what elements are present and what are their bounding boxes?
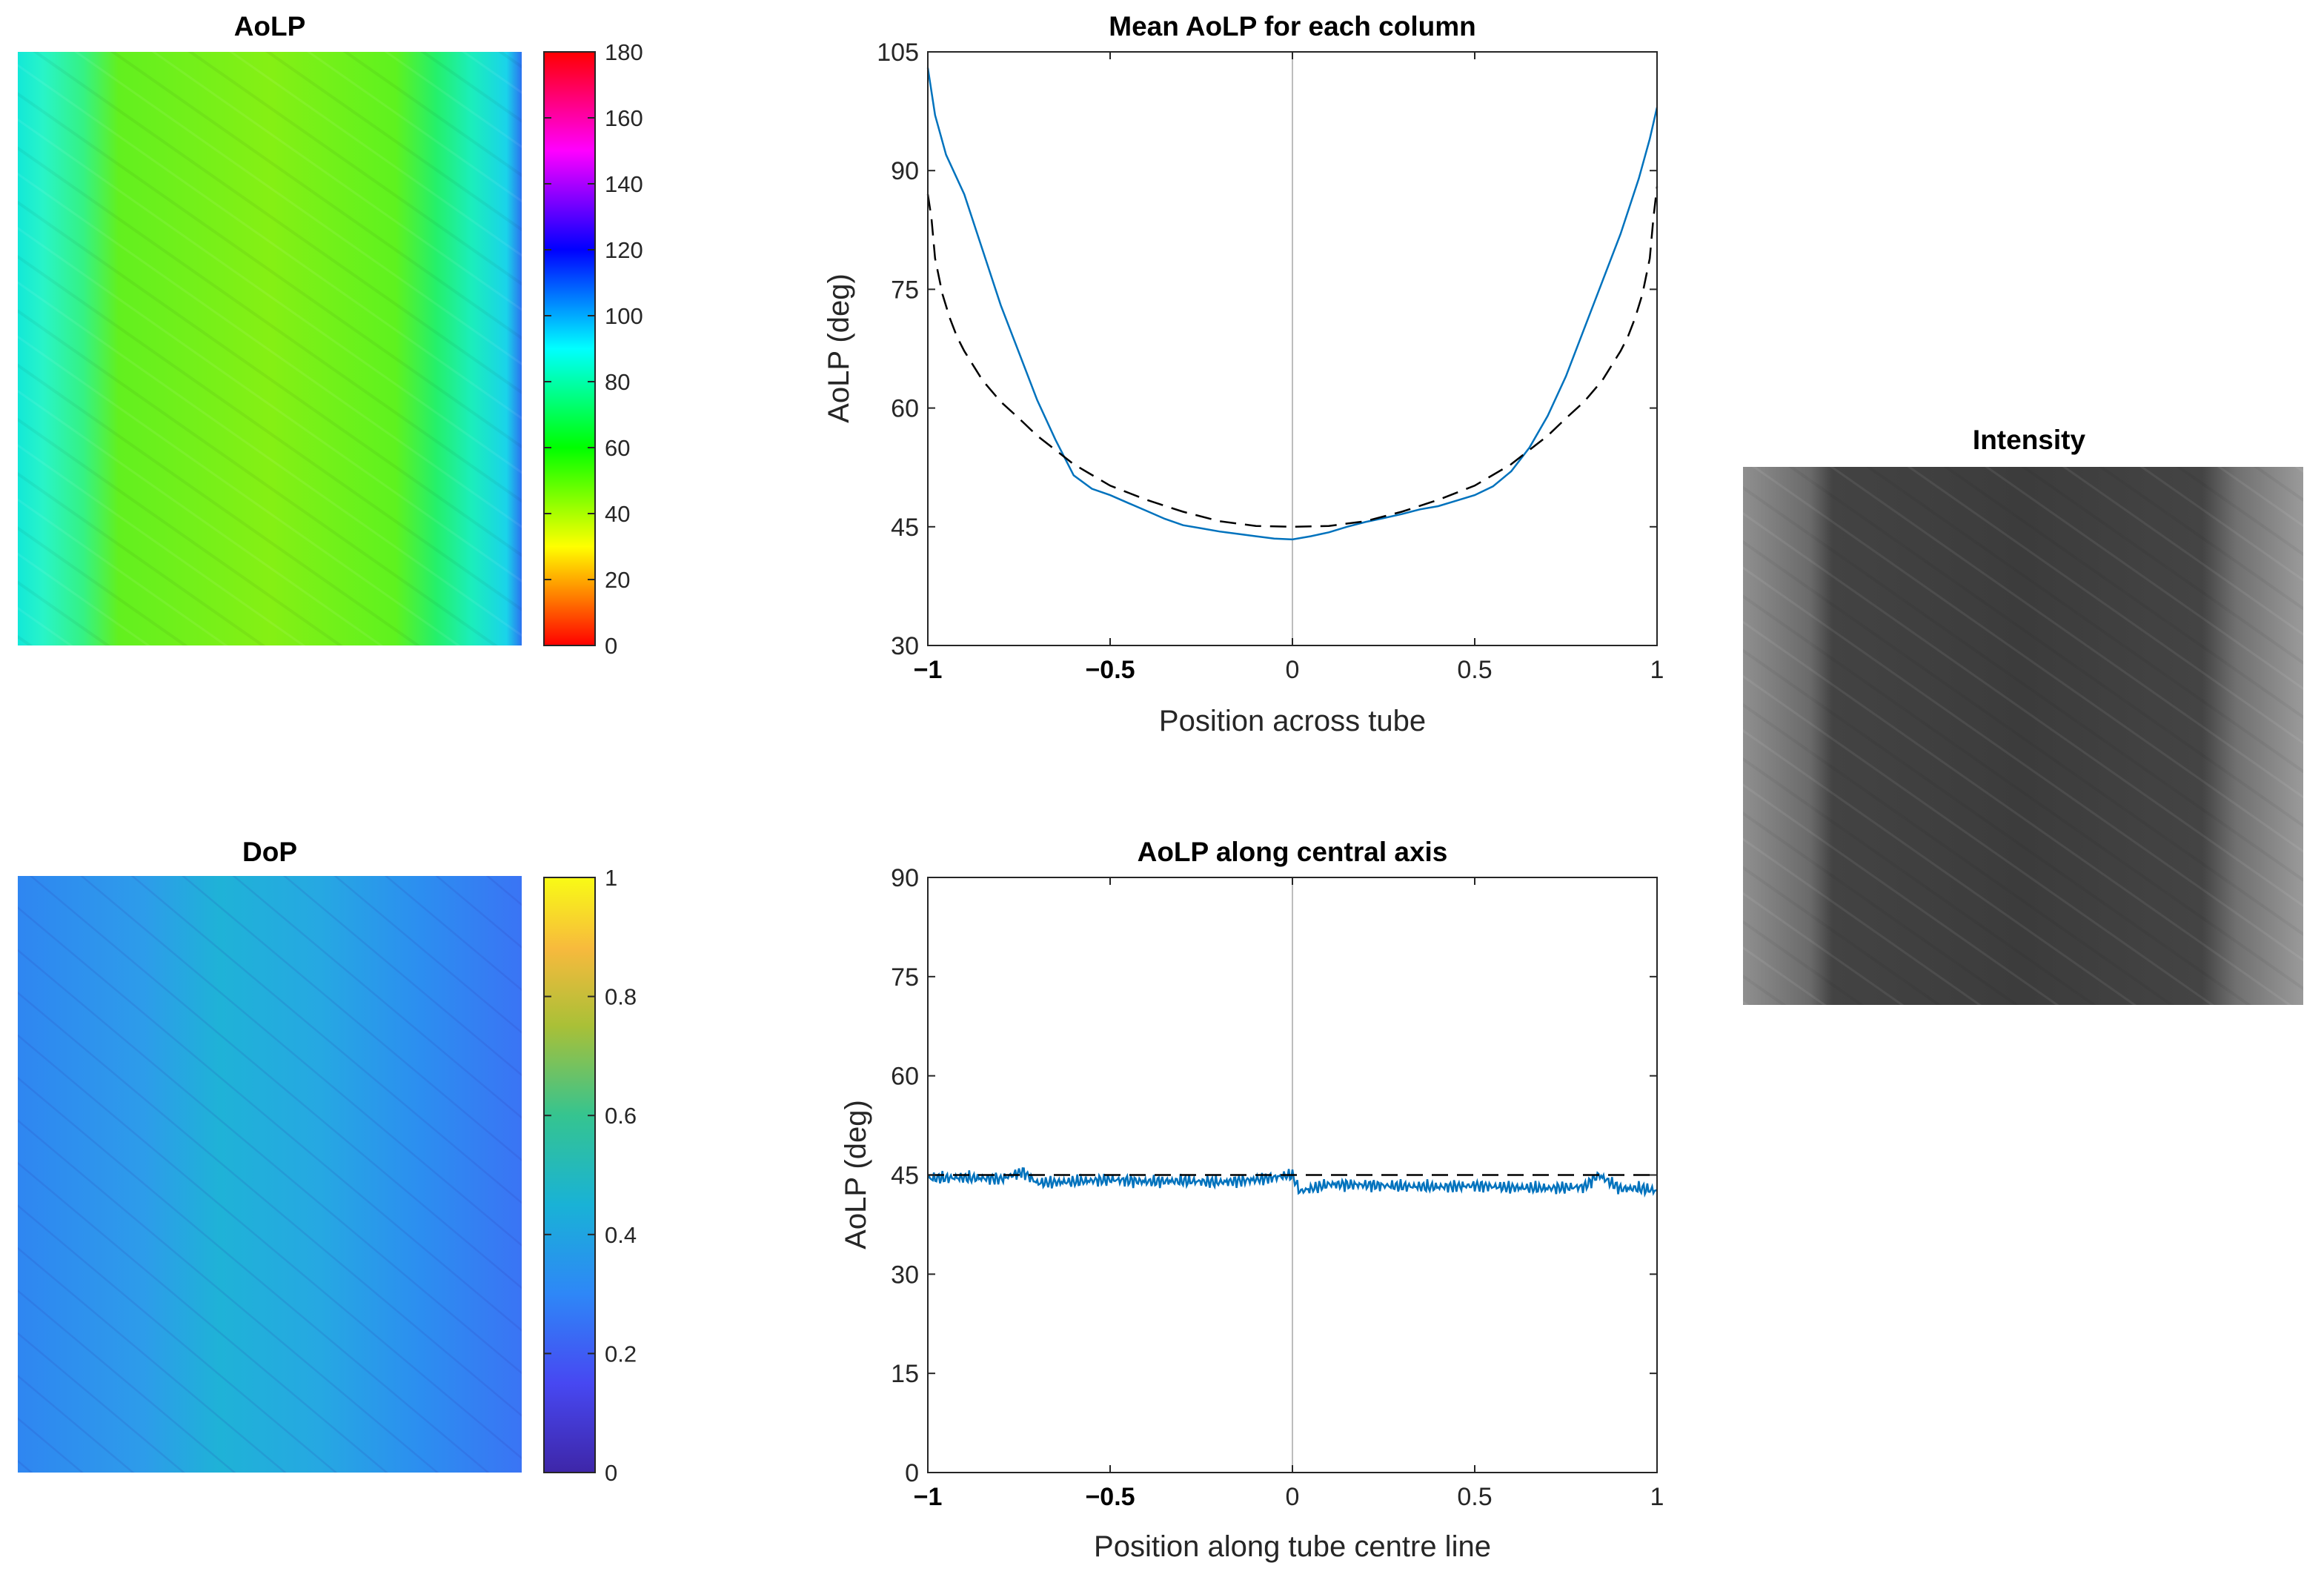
y-tick-label: 60 xyxy=(891,395,919,423)
dop-colorbar-ticks: 0 0.2 0.4 0.6 0.8 1 xyxy=(544,865,637,1486)
dop-image-texture xyxy=(18,876,522,1473)
chart1-x-label: Position across tube xyxy=(1159,705,1426,737)
x-tick-label: 0 xyxy=(1286,656,1300,684)
mean-aolp-chart: Mean AoLP for each column 30 45 60 75 90 105 −… xyxy=(823,11,1664,737)
colorbar-tick-label: 60 xyxy=(605,435,630,461)
y-tick-label: 75 xyxy=(891,963,919,992)
chart2-x-label: Position along tube centre line xyxy=(1094,1530,1491,1563)
y-tick-label: 0 xyxy=(905,1459,919,1487)
colorbar-tick-label: 180 xyxy=(605,39,643,65)
y-tick-label: 105 xyxy=(877,39,919,67)
y-tick-label: 30 xyxy=(891,632,919,660)
aolp-image-panel: AoLP 0 20 40 60 80 100 120 140 160 180 xyxy=(18,11,643,659)
intensity-image-title: Intensity xyxy=(1973,425,2086,455)
y-tick-label: 45 xyxy=(891,514,919,542)
dop-image-title: DoP xyxy=(242,837,297,867)
colorbar-tick-label: 140 xyxy=(605,171,643,197)
colorbar-tick-label: 0.2 xyxy=(605,1341,637,1367)
colorbar-tick-label: 0.4 xyxy=(605,1222,637,1248)
dop-image-panel: DoP 0 0.2 0.4 0.6 0.8 1 xyxy=(18,837,637,1486)
colorbar-tick-label: 1 xyxy=(605,865,617,891)
chart1-y-label: AoLP (deg) xyxy=(823,273,855,423)
central-axis-chart: AoLP along central axis 0 15 30 45 60 75 90 −1 −… xyxy=(840,837,1664,1563)
colorbar-tick-label: 120 xyxy=(605,237,643,263)
chart1-ticks: 30 45 60 75 90 105 −1 −0.5 0 0.5 1 xyxy=(877,39,1664,684)
x-tick-label: 0.5 xyxy=(1457,656,1492,684)
x-tick-label: 1 xyxy=(1650,1483,1664,1511)
x-tick-label: 1 xyxy=(1650,656,1664,684)
aolp-image-title: AoLP xyxy=(234,11,306,42)
x-tick-label: −1 xyxy=(914,656,943,684)
chart2-title: AoLP along central axis xyxy=(1138,837,1448,867)
intensity-image-texture xyxy=(1743,467,2303,1005)
y-tick-label: 75 xyxy=(891,276,919,304)
chart2-y-label: AoLP (deg) xyxy=(840,1100,872,1249)
x-tick-label: −0.5 xyxy=(1085,1483,1135,1511)
colorbar-tick-label: 80 xyxy=(605,369,630,395)
aolp-series-line xyxy=(926,1167,1658,1198)
x-tick-label: −0.5 xyxy=(1085,656,1135,684)
colorbar-tick-label: 0.8 xyxy=(605,984,637,1010)
aolp-colorbar-ticks: 0 20 40 60 80 100 120 140 160 180 xyxy=(544,39,643,659)
y-tick-label: 15 xyxy=(891,1360,919,1388)
colorbar-tick-label: 0 xyxy=(605,1460,617,1486)
colorbar-tick-label: 0.6 xyxy=(605,1103,637,1129)
colorbar-tick-label: 100 xyxy=(605,303,643,329)
aolp-colorbar xyxy=(543,51,596,646)
chart1-title: Mean AoLP for each column xyxy=(1109,11,1475,42)
colorbar-tick-label: 160 xyxy=(605,105,643,131)
colorbar-tick-label: 40 xyxy=(605,501,630,527)
x-tick-label: 0.5 xyxy=(1457,1483,1492,1511)
x-tick-label: −1 xyxy=(914,1483,943,1511)
y-tick-label: 60 xyxy=(891,1063,919,1091)
chart2-marks xyxy=(926,1167,1658,1198)
chart2-ticks: 0 15 30 45 60 75 90 −1 −0.5 0 0.5 1 xyxy=(891,864,1664,1511)
x-tick-label: 0 xyxy=(1286,1483,1300,1511)
dop-colorbar xyxy=(543,877,596,1473)
y-tick-label: 90 xyxy=(891,157,919,185)
intensity-image-panel: Intensity xyxy=(1743,425,2303,1005)
colorbar-tick-label: 20 xyxy=(605,567,630,593)
aolp-image-texture xyxy=(18,52,522,645)
y-tick-label: 90 xyxy=(891,864,919,892)
y-tick-label: 45 xyxy=(891,1162,919,1190)
y-tick-label: 30 xyxy=(891,1261,919,1289)
colorbar-tick-label: 0 xyxy=(605,633,617,659)
aolp-series-line xyxy=(926,67,1659,541)
reference-dashed-line xyxy=(926,186,1659,528)
chart1-marks xyxy=(926,67,1659,541)
